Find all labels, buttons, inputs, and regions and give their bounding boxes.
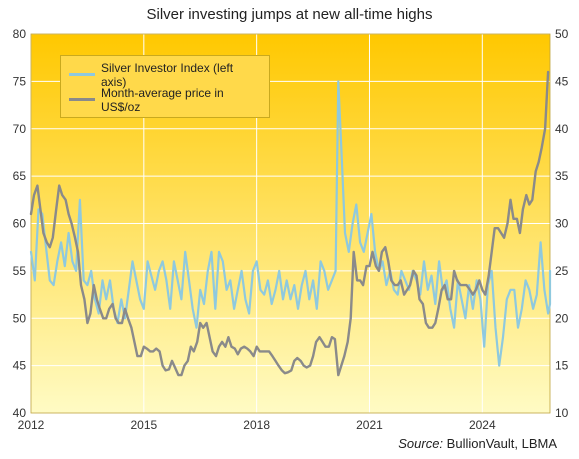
legend-swatch-price xyxy=(69,98,95,101)
y-left-tick-label: 65 xyxy=(13,169,27,183)
x-tick-label: 2012 xyxy=(18,418,45,432)
x-tick-label: 2018 xyxy=(243,418,270,432)
y-left-tick-label: 60 xyxy=(13,217,27,231)
series-line-silver-investor-index xyxy=(29,80,552,367)
y-right-tick-label: 40 xyxy=(555,122,569,136)
source-note: Source: BullionVault, LBMA xyxy=(398,436,557,451)
y-left-tick-label: 40 xyxy=(13,406,27,420)
chart-legend: Silver Investor Index (left axis) Month-… xyxy=(60,55,270,118)
legend-label-price: Month-average price in US$/oz xyxy=(101,85,224,114)
y-right-tick-label: 30 xyxy=(555,217,569,231)
legend-swatch-index xyxy=(69,73,95,76)
y-right-tick-label: 10 xyxy=(555,406,569,420)
x-tick-label: 2021 xyxy=(356,418,383,432)
chart-title: Silver investing jumps at new all-time h… xyxy=(146,6,433,23)
y-right-tick-label: 35 xyxy=(555,169,569,183)
source-label: Source: xyxy=(398,436,444,451)
legend-label-index: Silver Investor Index (left axis) xyxy=(101,60,234,89)
y-left-tick-label: 70 xyxy=(13,122,27,136)
y-left-tick-label: 45 xyxy=(13,359,27,373)
y-right-tick-label: 15 xyxy=(555,359,569,373)
y-left-tick-label: 50 xyxy=(13,311,27,325)
legend-item-index: Silver Investor Index (left axis) xyxy=(69,60,261,89)
y-left-tick-label: 80 xyxy=(13,27,27,41)
x-tick-label: 2024 xyxy=(469,418,496,432)
y-right-tick-label: 25 xyxy=(555,264,569,278)
series-line-month-average-price xyxy=(29,70,550,377)
y-right-tick-label: 45 xyxy=(555,74,569,88)
legend-item-price: Month-average price in US$/oz xyxy=(69,85,261,114)
y-left-tick-label: 75 xyxy=(13,74,27,88)
y-left-tick-label: 55 xyxy=(13,264,27,278)
y-right-tick-label: 50 xyxy=(555,27,569,41)
y-right-tick-label: 20 xyxy=(555,311,569,325)
plot-border xyxy=(30,33,551,414)
source-text: BullionVault, LBMA xyxy=(446,436,557,451)
x-tick-label: 2015 xyxy=(130,418,157,432)
